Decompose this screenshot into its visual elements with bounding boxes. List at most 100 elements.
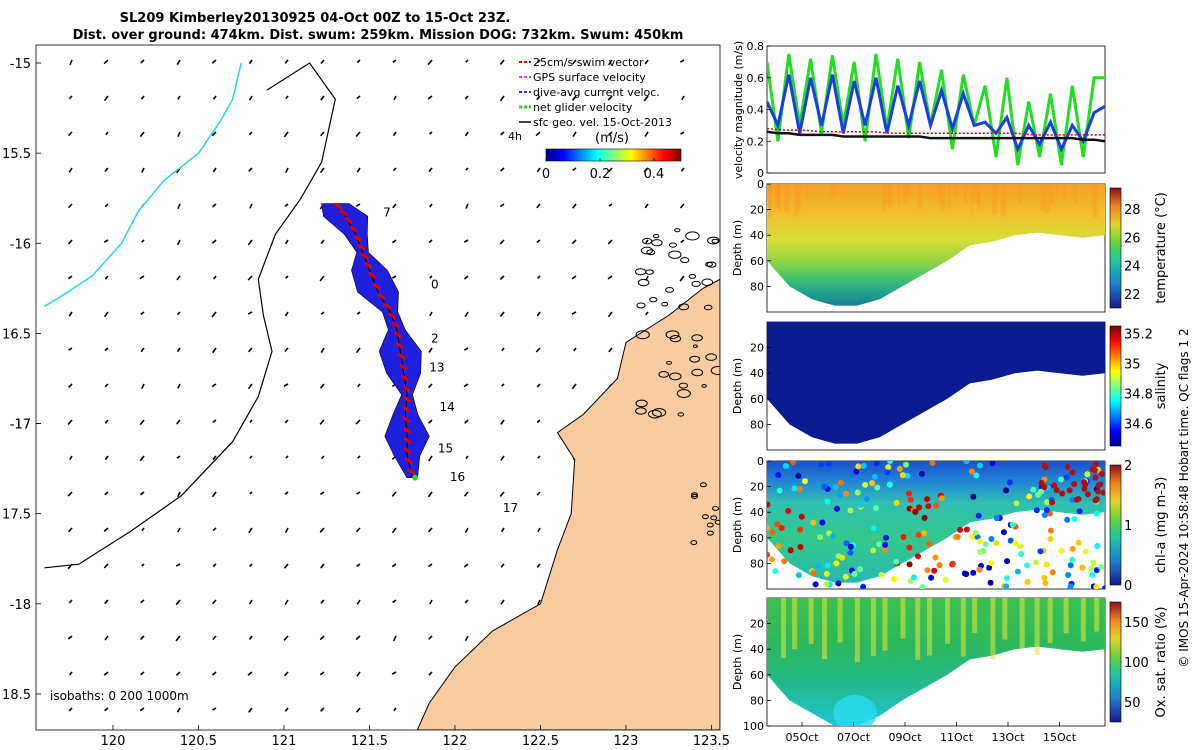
geo-arrow bbox=[68, 599, 73, 604]
chla-sample bbox=[871, 473, 878, 480]
geo-arrow bbox=[393, 95, 397, 101]
geo-arrow bbox=[68, 347, 73, 351]
geo-arrow bbox=[357, 383, 361, 388]
geo-arrow bbox=[500, 455, 505, 462]
swim-vectors bbox=[333, 202, 419, 481]
chla-sample bbox=[1018, 551, 1025, 558]
geo-arrow bbox=[69, 455, 73, 460]
geo-arrow bbox=[644, 203, 649, 209]
island bbox=[706, 261, 717, 268]
chla-sample bbox=[797, 543, 804, 550]
geo-arrow bbox=[536, 59, 541, 64]
chla-sample bbox=[869, 480, 876, 487]
geo-arrow bbox=[571, 383, 577, 390]
chla-sample bbox=[1004, 558, 1011, 565]
geo-arrow bbox=[645, 239, 649, 244]
chla-sample bbox=[1091, 467, 1098, 474]
geo-arrow bbox=[176, 347, 181, 353]
geo-arrow bbox=[139, 131, 145, 138]
section-field bbox=[767, 322, 1105, 444]
geo-arrow bbox=[463, 491, 469, 497]
chla-sample bbox=[929, 461, 936, 466]
swim-vector bbox=[402, 426, 412, 434]
geo-arrow bbox=[680, 131, 685, 135]
legend-gps-surface: GPS surface velocity bbox=[533, 71, 646, 84]
geo-arrow bbox=[141, 167, 145, 173]
geo-arrow bbox=[319, 491, 325, 495]
chla-sample bbox=[795, 472, 802, 479]
swim-vector bbox=[401, 415, 411, 424]
swim-vector bbox=[371, 282, 381, 290]
chla-sample bbox=[843, 490, 850, 497]
velocity-y-tick-label: 0.8 bbox=[747, 40, 765, 53]
island bbox=[678, 382, 689, 389]
geo-arrow bbox=[535, 131, 541, 137]
geo-arrow bbox=[643, 167, 649, 173]
section-y-label: Depth (m) bbox=[731, 497, 744, 553]
chla-sample bbox=[993, 515, 1000, 522]
chla-sample bbox=[1092, 461, 1099, 468]
section-colorbar-tick-label: 2 bbox=[1124, 459, 1132, 474]
chla-sample bbox=[873, 505, 880, 512]
map-x-tick-label: 122.5 bbox=[522, 734, 559, 749]
geo-arrow bbox=[104, 419, 109, 424]
geo-arrow bbox=[68, 311, 73, 317]
island bbox=[635, 330, 650, 340]
geo-arrow bbox=[176, 239, 181, 246]
geo-arrow bbox=[464, 131, 469, 137]
geo-arrow bbox=[103, 671, 109, 676]
chla-sample bbox=[882, 541, 889, 548]
geo-arrow bbox=[355, 635, 361, 641]
geo-arrow bbox=[465, 167, 469, 171]
geo-arrow bbox=[247, 311, 253, 315]
legend-geo-vel: sfc geo. vel. 15-Oct-2013 bbox=[533, 116, 672, 129]
geo-arrow bbox=[284, 707, 289, 712]
chla-sample bbox=[857, 502, 864, 509]
geo-arrow bbox=[284, 347, 289, 352]
swim-vector bbox=[339, 208, 348, 217]
geo-arrow bbox=[283, 635, 289, 641]
geo-arrow bbox=[392, 203, 397, 209]
island bbox=[665, 330, 680, 340]
island bbox=[640, 246, 654, 255]
geo-arrow bbox=[320, 239, 325, 244]
swim-vector bbox=[403, 446, 412, 455]
section-field bbox=[767, 184, 1105, 306]
chla-sample bbox=[870, 547, 877, 554]
section-colorbar-tick-label: 0 bbox=[1124, 579, 1132, 594]
chla-sample bbox=[860, 583, 867, 589]
swim-vector bbox=[395, 341, 405, 350]
chla-sample bbox=[810, 570, 817, 577]
chla-sample bbox=[789, 461, 796, 466]
geo-arrow bbox=[141, 563, 145, 567]
island bbox=[665, 287, 675, 293]
chla-sample bbox=[924, 567, 931, 574]
oxygen-panel: 20 40 60 80 100 Depth (m) 50 100 150 Ox. sat. rat… bbox=[731, 597, 1169, 744]
island bbox=[706, 522, 714, 528]
geo-arrow bbox=[69, 671, 73, 676]
geo-arrow bbox=[68, 383, 73, 388]
section-texture bbox=[905, 184, 912, 195]
chla-sample bbox=[1069, 545, 1076, 552]
island bbox=[701, 514, 709, 520]
geo-arrow bbox=[285, 95, 289, 100]
chla-panel: 0 20 40 60 80 Depth (m) 0 1 2 chl-a (mg m-3) bbox=[731, 455, 1169, 594]
geo-arrow bbox=[249, 563, 253, 567]
chla-sample bbox=[839, 554, 846, 561]
geo-arrow bbox=[211, 491, 217, 498]
chla-sample bbox=[798, 513, 805, 520]
swim-vector bbox=[403, 436, 412, 445]
chla-sample bbox=[769, 529, 776, 536]
section-colorbar-label: chl-a (mg m-3) bbox=[1154, 477, 1169, 574]
geo-arrow bbox=[104, 491, 109, 496]
chla-sample bbox=[993, 540, 1000, 547]
chla-sample bbox=[823, 570, 830, 577]
chla-sample bbox=[1043, 506, 1050, 513]
section-y-tick-label: 60 bbox=[750, 255, 764, 268]
chla-sample bbox=[1013, 500, 1020, 507]
geo-arrow bbox=[68, 95, 73, 100]
swim-vector bbox=[398, 363, 408, 371]
geo-arrow bbox=[139, 635, 145, 641]
geo-arrow bbox=[139, 455, 145, 462]
geo-arrow bbox=[103, 563, 109, 569]
